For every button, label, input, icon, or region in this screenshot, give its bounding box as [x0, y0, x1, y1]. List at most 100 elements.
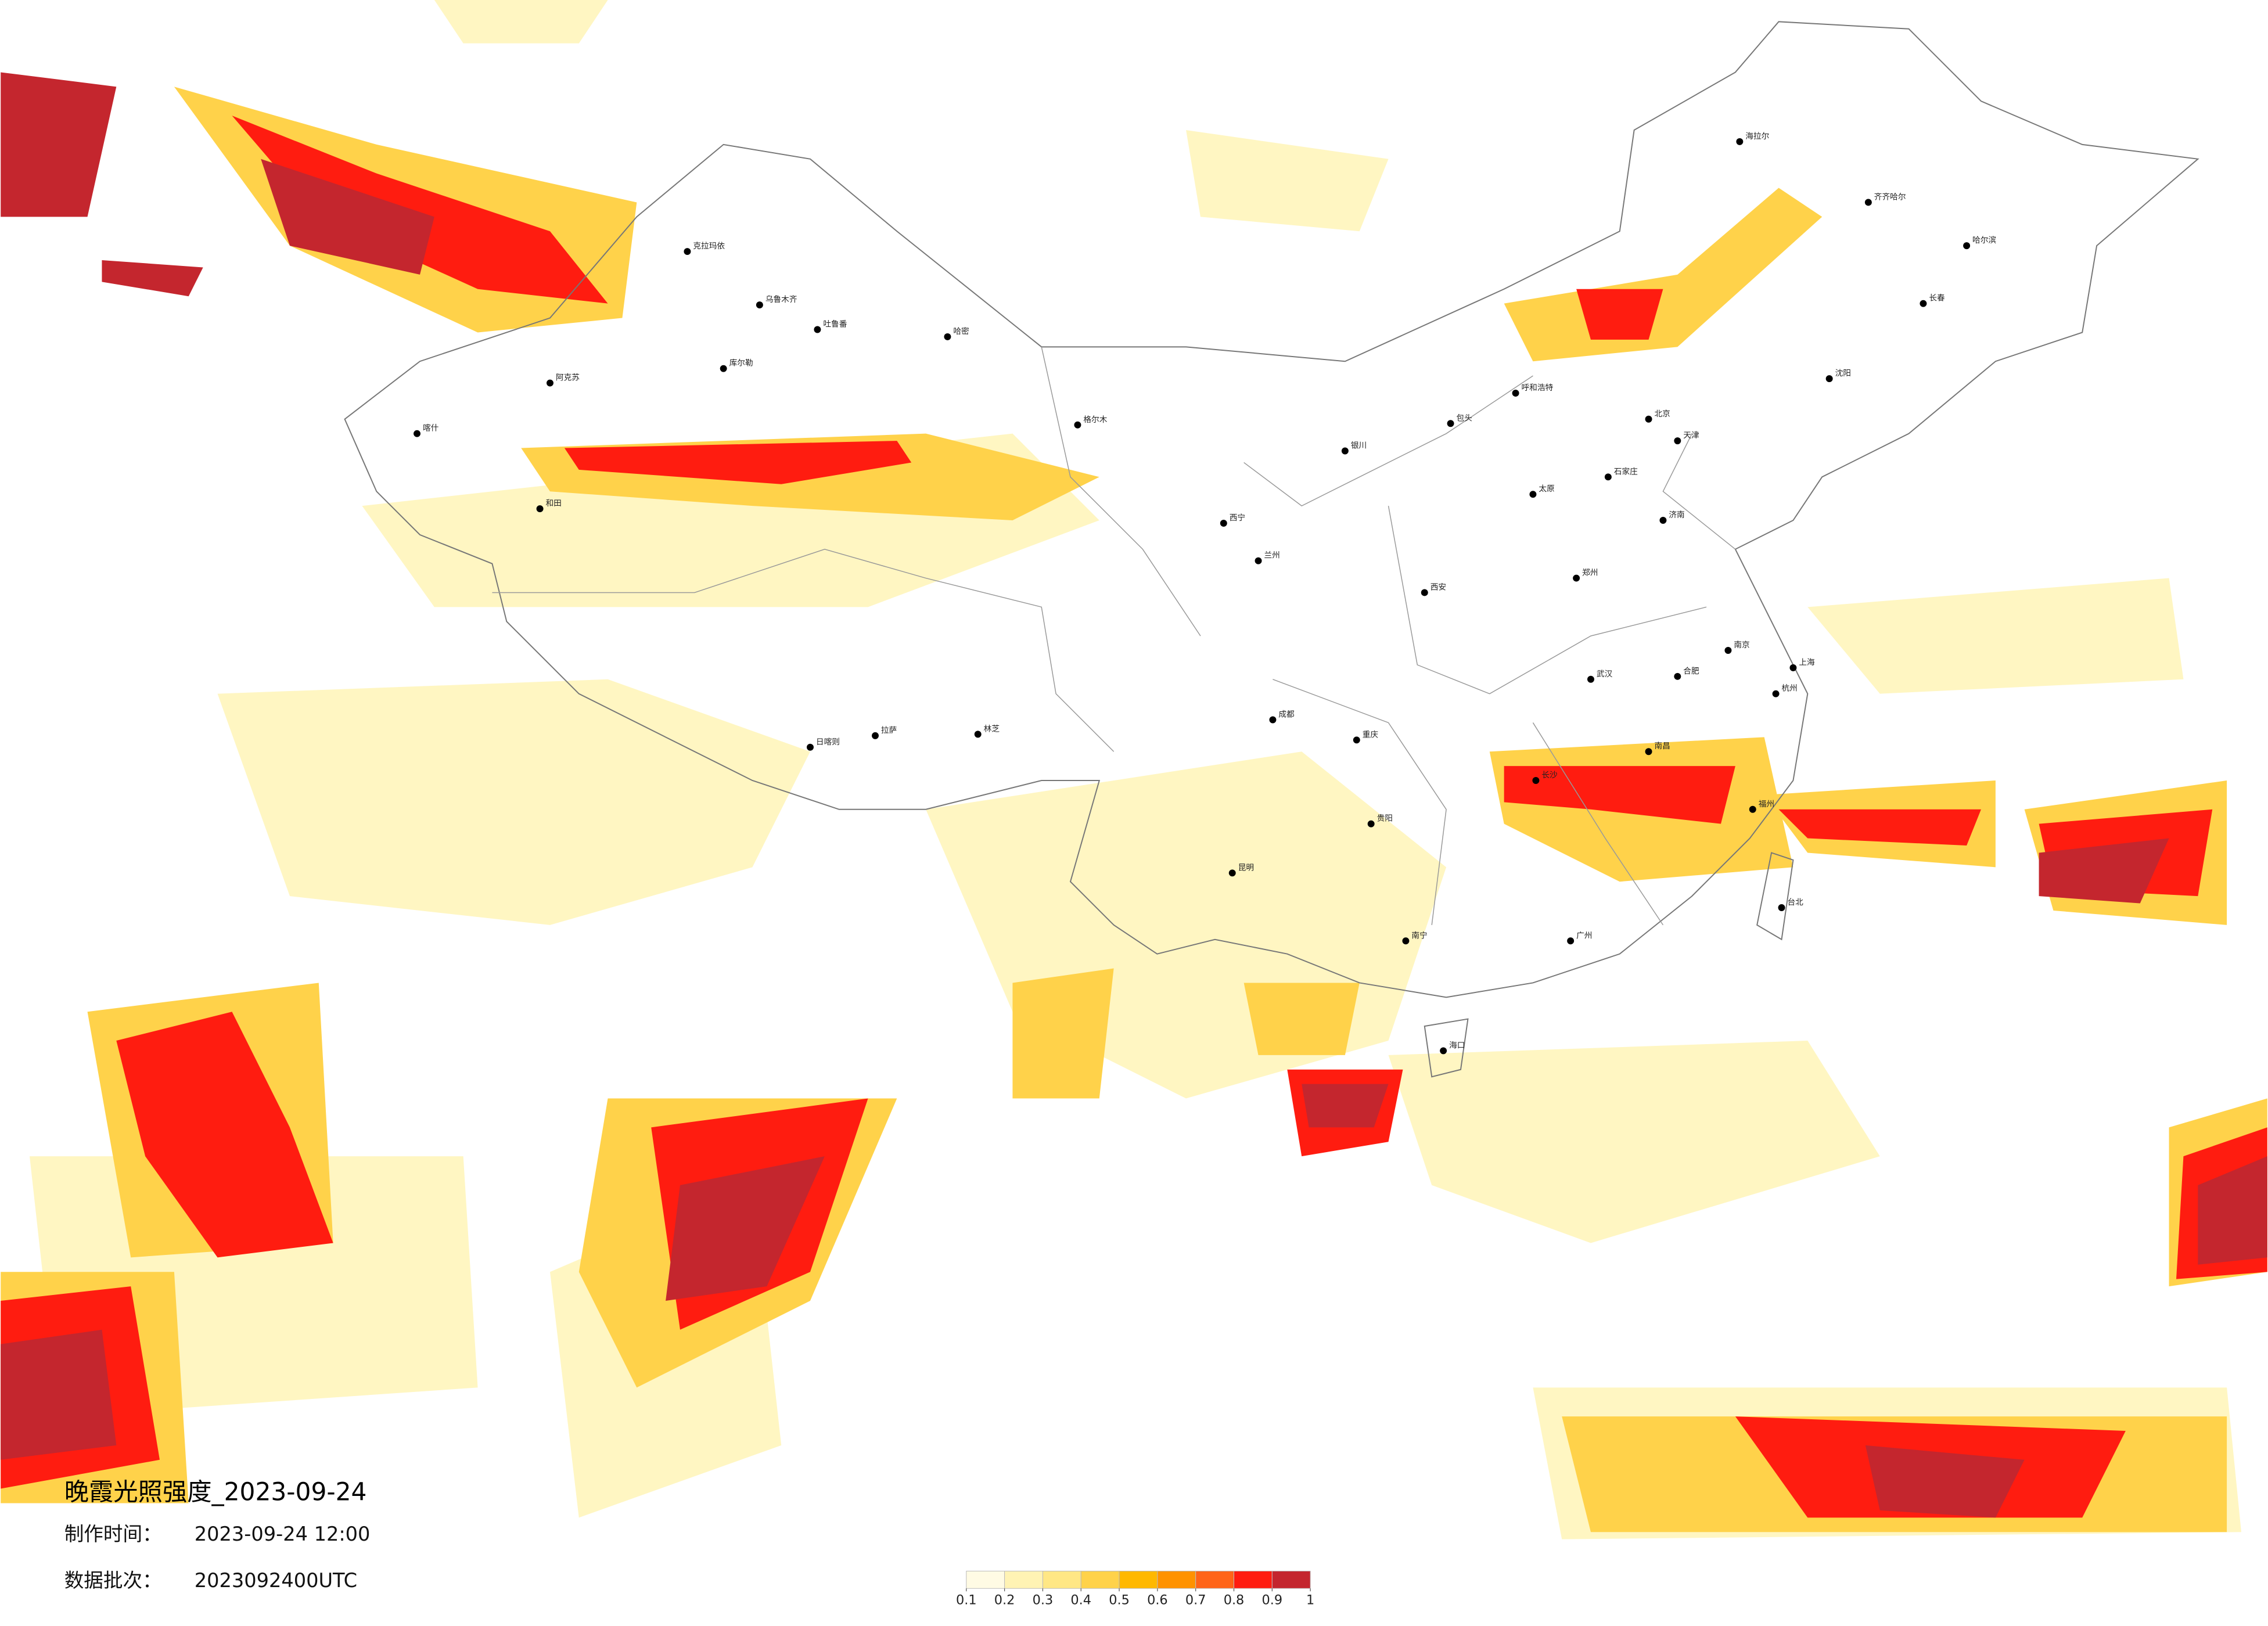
- city-dot: [1220, 520, 1227, 527]
- made-time-value: 2023-09-24 12:00: [195, 1523, 371, 1545]
- city-dot: [1587, 675, 1594, 683]
- city-dot: [1269, 716, 1277, 724]
- city-label: 包头: [1457, 413, 1472, 423]
- city-dot: [872, 732, 879, 739]
- city-label: 西宁: [1230, 513, 1245, 523]
- city-dot: [1749, 805, 1756, 813]
- city-label: 哈密: [953, 326, 969, 336]
- city-dot: [1674, 437, 1681, 445]
- city-label: 沈阳: [1835, 369, 1851, 378]
- city-label: 克拉玛依: [693, 242, 725, 251]
- city-label: 喀什: [423, 424, 439, 433]
- city-dot: [1228, 869, 1236, 877]
- city-dot: [1255, 557, 1262, 564]
- city-dot: [974, 731, 982, 738]
- legend-tick-label: 0.7: [1185, 1593, 1206, 1608]
- city-dot: [1402, 937, 1410, 945]
- city-dot: [1736, 138, 1744, 145]
- city-label: 格尔木: [1083, 415, 1107, 425]
- hainan-outline: [1424, 1018, 1469, 1078]
- legend-tick-label: 0.1: [956, 1593, 977, 1608]
- city-dot: [1529, 491, 1537, 498]
- city-label: 太原: [1539, 484, 1554, 494]
- city-label: 海口: [1449, 1041, 1465, 1050]
- city-label: 乌鲁木齐: [765, 295, 797, 304]
- city-dot: [1447, 420, 1454, 427]
- city-dot: [814, 326, 821, 333]
- city-label: 齐齐哈尔: [1874, 192, 1906, 202]
- taiwan-outline: [1756, 852, 1794, 941]
- heat-max: [1, 72, 2267, 1518]
- city-label: 拉萨: [881, 726, 897, 735]
- city-label: 长沙: [1541, 771, 1558, 780]
- city-label: 天津: [1683, 431, 1699, 440]
- heat-layer: [1, 0, 2267, 1539]
- city-label: 长春: [1929, 294, 1945, 303]
- city-label: 福州: [1759, 800, 1774, 809]
- city-dot: [1963, 242, 1971, 250]
- city-dot: [1532, 777, 1540, 784]
- city-label: 郑州: [1582, 569, 1598, 578]
- city-label: 南昌: [1655, 742, 1670, 751]
- legend-tick-label: 0.9: [1262, 1593, 1283, 1608]
- legend-tick-label: 1: [1306, 1593, 1314, 1608]
- map-title: 晚霞光照强度_2023-09-24: [64, 1477, 367, 1506]
- city-label: 海拉尔: [1745, 132, 1769, 141]
- city-label: 林芝: [984, 724, 1000, 733]
- city-label: 兰州: [1264, 551, 1280, 560]
- city-label: 南京: [1734, 641, 1749, 650]
- city-dot: [1367, 820, 1375, 828]
- province-borders: [492, 347, 1736, 926]
- batch-value: 2023092400UTC: [195, 1569, 357, 1592]
- city-label: 南宁: [1411, 930, 1427, 940]
- city-label: 银川: [1351, 441, 1367, 451]
- legend-swatch: [1234, 1570, 1273, 1589]
- city-label: 哈尔滨: [1972, 236, 1996, 245]
- city-dot: [1724, 647, 1732, 654]
- city-dot: [1645, 748, 1652, 756]
- city-dot: [414, 430, 420, 437]
- city-dot: [1440, 1047, 1447, 1055]
- made-time-label: 制作时间：: [64, 1523, 162, 1545]
- city-label: 库尔勒: [729, 359, 753, 368]
- legend-tick-label: 0.5: [1109, 1593, 1130, 1608]
- country-outline: [344, 21, 2199, 998]
- city-label: 日喀则: [816, 738, 840, 747]
- city-dot: [1421, 589, 1428, 596]
- legend-swatch: [1195, 1570, 1235, 1589]
- city-dot: [944, 333, 951, 340]
- city-dot: [1645, 415, 1652, 423]
- city-dot: [1659, 517, 1667, 524]
- city-dot: [547, 379, 553, 387]
- city-dot: [1789, 664, 1797, 671]
- legend-tick-label: 0.8: [1224, 1593, 1245, 1608]
- city-dot: [1512, 390, 1519, 397]
- legend: 0.1 0.2 0.3 0.4 0.5 0.6 0.7 0.8 0.9 1: [956, 1570, 1314, 1608]
- city-dot: [1674, 672, 1681, 680]
- city-label: 呼和浩特: [1522, 383, 1554, 393]
- city-dot: [1567, 937, 1575, 945]
- city-label: 上海: [1799, 658, 1815, 667]
- legend-swatch: [1119, 1570, 1158, 1589]
- legend-swatch: [1042, 1570, 1081, 1589]
- city-dot: [1825, 375, 1833, 383]
- city-label: 贵阳: [1377, 814, 1393, 823]
- city-dot: [1341, 447, 1349, 455]
- city-label: 成都: [1278, 710, 1295, 719]
- city-label: 广州: [1576, 931, 1592, 940]
- legend-tick-label: 0.6: [1147, 1593, 1168, 1608]
- city-label: 杭州: [1782, 684, 1798, 693]
- city-dot: [684, 248, 691, 256]
- legend-tick-label: 0.3: [1033, 1593, 1054, 1608]
- city-label: 合肥: [1683, 667, 1699, 676]
- city-label: 阿克苏: [556, 373, 580, 383]
- legend-tick-label: 0.2: [994, 1593, 1015, 1608]
- city-label: 和田: [546, 499, 562, 508]
- city-label: 昆明: [1238, 863, 1254, 872]
- legend-swatch: [966, 1570, 1005, 1589]
- city-label: 重庆: [1363, 730, 1379, 739]
- city-dot: [1074, 421, 1081, 429]
